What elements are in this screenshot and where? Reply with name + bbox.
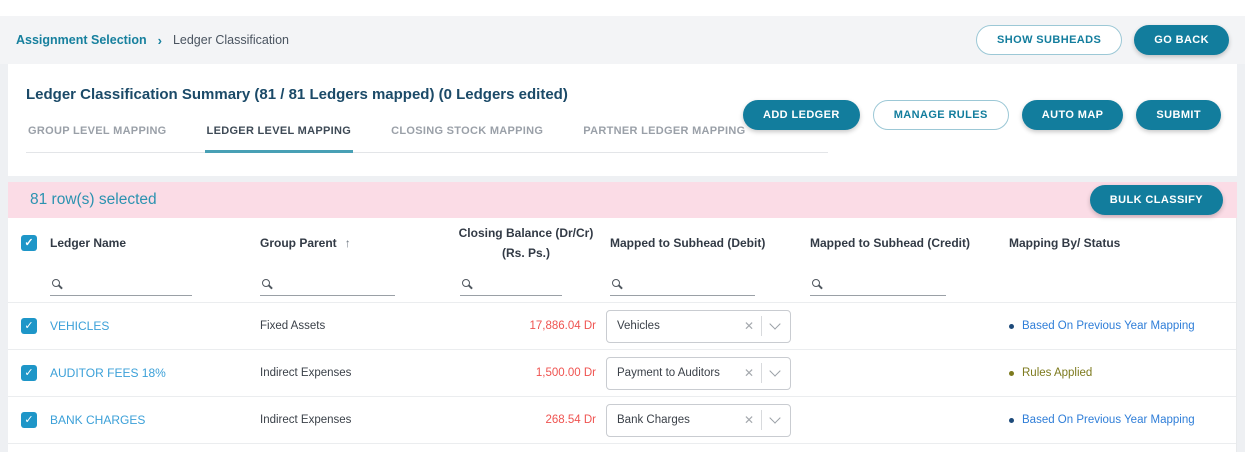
breadcrumb-current-page: Ledger Classification [172,33,289,47]
check-icon: ✓ [24,366,34,379]
dropdown-divider [761,316,762,336]
ledger-name-header-label: Ledger Name [50,236,127,250]
tab-ledger-level-mapping[interactable]: LEDGER LEVEL MAPPING [204,125,354,153]
tab-partner-ledger-mapping[interactable]: PARTNER LEDGER MAPPING [583,125,746,137]
row-checkbox[interactable]: ✓ [21,365,37,381]
auto-map-button[interactable]: AUTO MAP [1021,100,1124,130]
col-header-ledger-name: Ledger Name [46,236,256,250]
summary-actions: ADD LEDGER MANAGE RULES AUTO MAP SUBMIT [742,100,1221,130]
dropdown-divider [761,363,762,383]
select-all-checkbox[interactable]: ✓ [21,235,37,251]
col-header-closing-balance: Closing Balance (Dr/Cr) (Rs. Ps.) [446,223,606,264]
mapped-debit-filter-input[interactable] [610,274,755,296]
mapping-tabs: GROUP LEVEL MAPPING LEDGER LEVEL MAPPING… [26,125,828,153]
check-icon: ✓ [24,236,34,249]
group-parent-filter-input[interactable] [260,274,395,296]
closing-balance-cell: 17,886.04 Dr [529,320,597,332]
show-subheads-button[interactable]: SHOW SUBHEADS [976,25,1123,55]
group-parent-cell: Fixed Assets [260,320,326,332]
breadcrumb: Assignment Selection › Ledger Classifica… [0,16,1245,64]
dropdown-value: Payment to Auditors [617,367,720,379]
mapping-status-cell: Based On Previous Year Mapping [1001,414,1236,426]
ledger-table: ✓ Ledger Name Group Parent ↑ Closing Bala… [8,218,1237,452]
mapped-debit-dropdown[interactable]: Bank Charges ✕ [606,403,791,437]
ledger-name-link[interactable]: AUDITOR FEES 18% [50,366,166,380]
chevron-down-icon[interactable] [769,318,781,330]
clear-x-icon[interactable]: ✕ [743,319,754,333]
table-row: ✓ AUDITOR FEES 18% Indirect Expenses 1,5… [8,349,1236,396]
ledger-name-link[interactable]: VEHICLES [50,319,110,333]
page-title: Ledger Classification Summary (81 / 81 L… [26,86,568,103]
dropdown-divider [761,410,762,430]
status-dot-icon [1009,370,1014,376]
chevron-down-icon[interactable] [769,412,781,424]
clear-x-icon[interactable]: ✕ [743,413,754,427]
status-dot-icon [1009,417,1014,423]
search-icon [52,278,60,287]
go-back-button[interactable]: GO BACK [1134,25,1229,55]
mapping-status-cell: Based On Previous Year Mapping [1001,320,1236,332]
ledger-name-filter-input[interactable] [50,274,192,296]
table-row: ✓ BANK CHARGES Indirect Expenses 268.54 … [8,396,1236,443]
closing-balance-cell: 1,500.00 Dr [535,367,596,379]
tab-closing-stock-mapping[interactable]: CLOSING STOCK MAPPING [391,125,544,137]
row-checkbox[interactable]: ✓ [21,318,37,334]
mapped-credit-filter-input[interactable] [810,274,946,296]
mapping-status-cell: Rules Applied [1001,367,1236,379]
table-row-partial [8,443,1236,452]
table-filter-row [8,268,1236,302]
search-icon [262,278,270,287]
closing-balance-cell: 268.54 Dr [545,414,596,426]
summary-card: Ledger Classification Summary (81 / 81 L… [8,64,1237,176]
submit-button[interactable]: SUBMIT [1136,100,1221,130]
mapped-credit-header-label: Mapped to Subhead (Credit) [810,236,970,250]
col-header-mapped-credit: Mapped to Subhead (Credit) [806,236,1001,250]
sort-ascending-icon[interactable]: ↑ [344,236,351,250]
mapped-debit-dropdown[interactable]: Vehicles ✕ [606,309,791,343]
col-header-mapped-debit: Mapped to Subhead (Debit) [606,236,806,250]
dropdown-value: Bank Charges [617,414,690,426]
col-header-mapping-status: Mapping By/ Status [1001,236,1236,250]
selection-bar: 81 row(s) selected BULK CLASSIFY [8,182,1237,218]
group-parent-header-label: Group Parent [260,236,337,250]
breadcrumb-actions: SHOW SUBHEADS GO BACK [976,25,1229,55]
closing-balance-header-line1: Closing Balance (Dr/Cr) [458,225,594,240]
breadcrumb-assignment-selection[interactable]: Assignment Selection [16,33,147,47]
row-checkbox[interactable]: ✓ [21,412,37,428]
table-row: ✓ VEHICLES Fixed Assets 17,886.04 Dr Veh… [8,302,1236,349]
table-header-row: ✓ Ledger Name Group Parent ↑ Closing Bala… [8,218,1236,268]
col-header-group-parent[interactable]: Group Parent ↑ [256,236,446,250]
ledger-name-link[interactable]: BANK CHARGES [50,413,146,427]
search-icon [612,278,620,287]
search-icon [812,278,820,287]
status-label: Based On Previous Year Mapping [1022,320,1195,332]
status-label: Rules Applied [1022,367,1093,379]
clear-x-icon[interactable]: ✕ [743,366,754,380]
group-parent-cell: Indirect Expenses [260,414,352,426]
status-dot-icon [1009,323,1014,329]
breadcrumb-chevron-icon: › [157,32,162,48]
check-icon: ✓ [24,413,34,426]
manage-rules-button[interactable]: MANAGE RULES [872,100,1009,130]
check-icon: ✓ [24,319,34,332]
section-gap [8,176,1237,182]
page-content: Ledger Classification Summary (81 / 81 L… [0,64,1245,452]
mapping-status-header-label: Mapping By/ Status [1009,236,1121,250]
dropdown-value: Vehicles [617,320,660,332]
search-icon [462,278,470,287]
mapped-debit-header-label: Mapped to Subhead (Debit) [610,236,766,250]
top-strip [0,0,1245,16]
group-parent-cell: Indirect Expenses [260,367,352,379]
closing-balance-filter-input[interactable] [460,274,562,296]
mapped-debit-dropdown[interactable]: Payment to Auditors ✕ [606,356,791,390]
rows-selected-count: 81 row(s) selected [30,191,157,208]
status-label: Based On Previous Year Mapping [1022,414,1195,426]
closing-balance-header-line2: (Rs. Ps.) [501,246,550,260]
tab-group-level-mapping[interactable]: GROUP LEVEL MAPPING [28,125,167,137]
chevron-down-icon[interactable] [769,365,781,377]
add-ledger-button[interactable]: ADD LEDGER [742,100,860,130]
bulk-classify-button[interactable]: BULK CLASSIFY [1089,185,1223,215]
